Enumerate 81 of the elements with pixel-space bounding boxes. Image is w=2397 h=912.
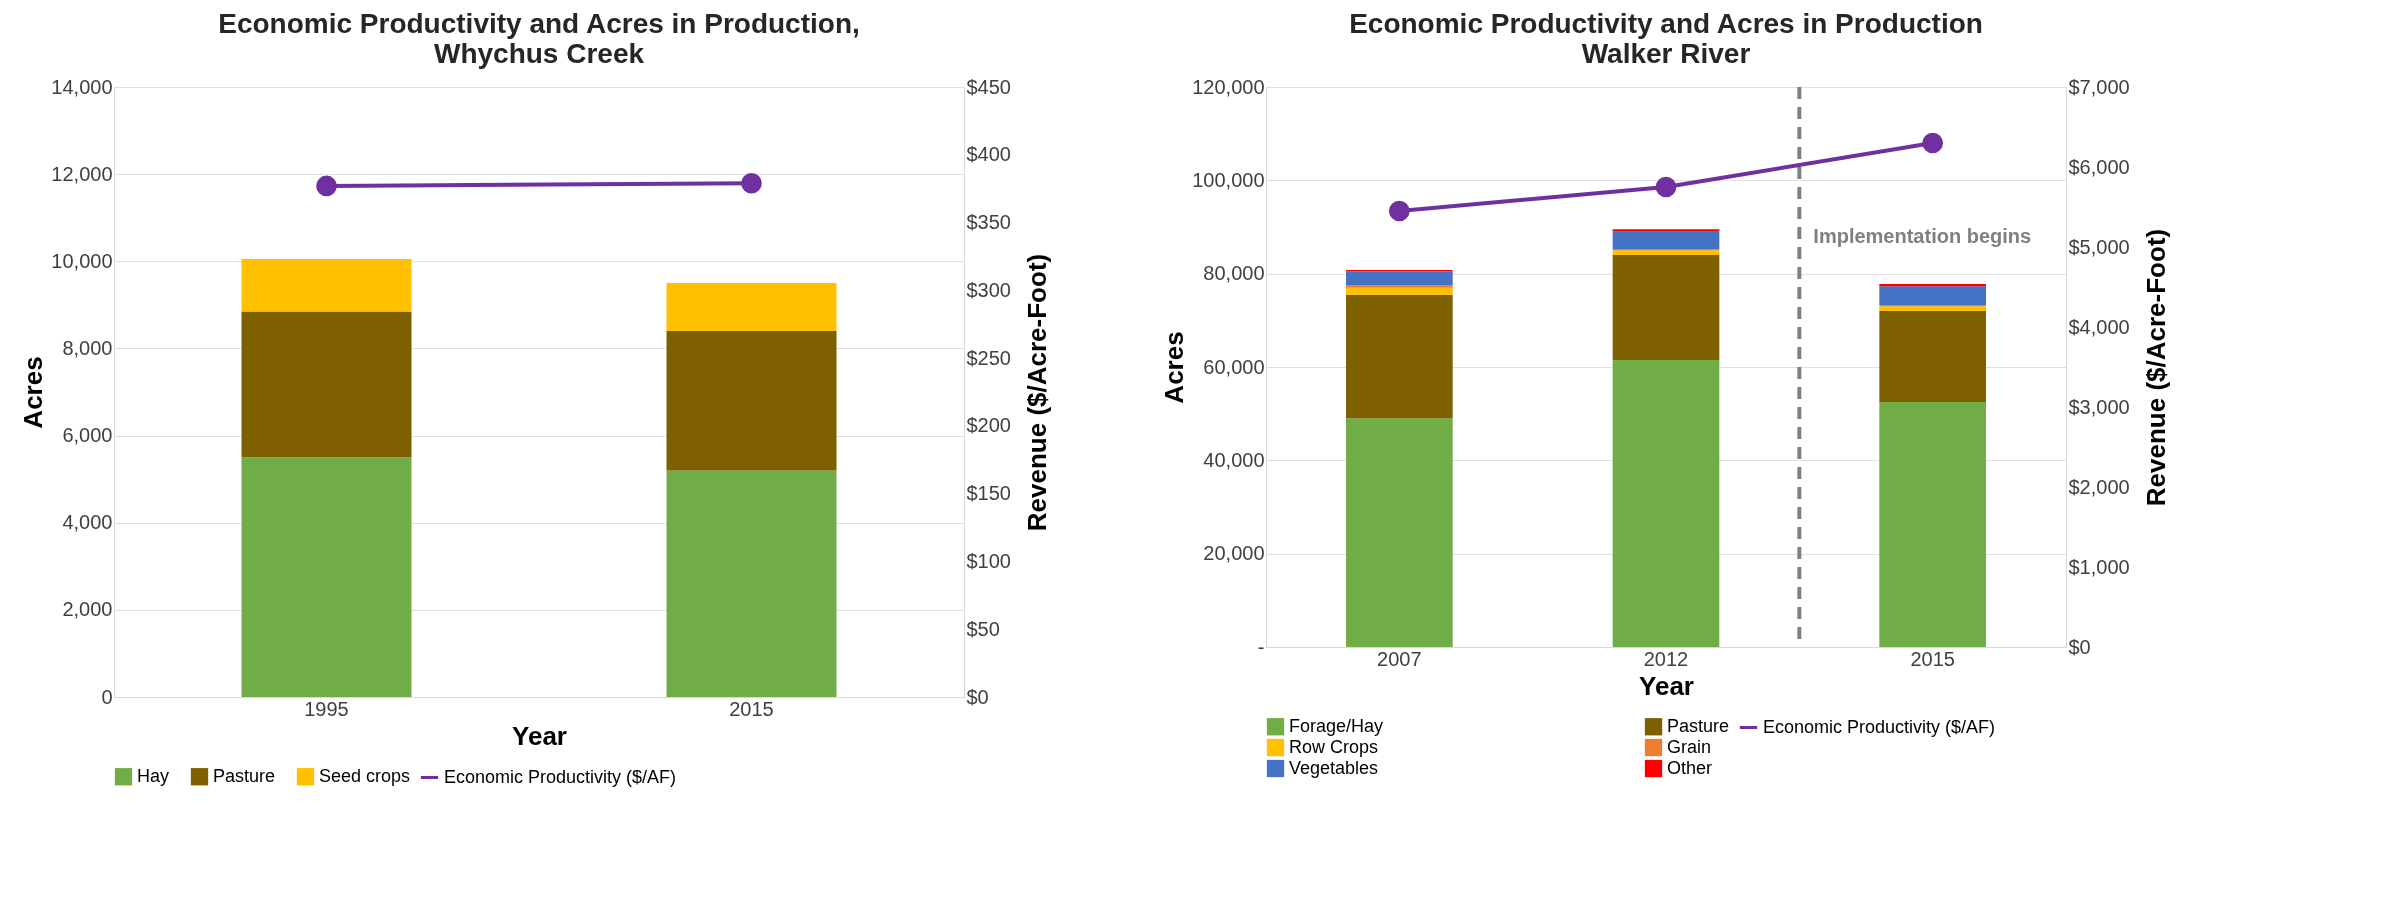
legend-label: Row Crops bbox=[1289, 736, 1379, 757]
x-tick-label: 2012 bbox=[1643, 647, 1689, 670]
bar bbox=[666, 470, 837, 697]
y2-tick-label: $7,000 bbox=[2068, 75, 2130, 98]
bar bbox=[1346, 287, 1453, 295]
y2-axis-title: Revenue ($/Acre-Foot) bbox=[2140, 228, 2171, 507]
chart-title: Economic Productivity and Acres in Production, Whychus Creek bbox=[218, 8, 860, 69]
y-tick-label: - bbox=[1257, 635, 1265, 658]
y-tick-label: 60,000 bbox=[1203, 355, 1265, 378]
y2-tick-label: $350 bbox=[966, 211, 1011, 234]
y-tick-label: 100,000 bbox=[1192, 168, 1265, 191]
bar bbox=[666, 331, 837, 471]
y-tick-label: 0 bbox=[101, 685, 113, 708]
bar bbox=[666, 283, 837, 331]
y2-tick-label: $50 bbox=[966, 617, 1000, 640]
y-tick-label: 4,000 bbox=[62, 511, 113, 534]
bar bbox=[1612, 255, 1720, 360]
bar bbox=[241, 457, 412, 697]
y-axis-title: Acres bbox=[1159, 331, 1190, 404]
y2-tick-label: $200 bbox=[966, 414, 1011, 437]
y2-tick-label: $3,000 bbox=[2068, 395, 2130, 418]
y2-tick-label: $100 bbox=[966, 549, 1011, 572]
y2-tick-label: $400 bbox=[966, 143, 1011, 166]
x-axis-title: Year bbox=[1639, 670, 1694, 701]
legend-label: Pasture bbox=[213, 765, 276, 786]
bar bbox=[1346, 285, 1453, 288]
chart-title: Economic Productivity and Acres in Production Walker River bbox=[1349, 8, 1983, 69]
point bbox=[1655, 176, 1677, 198]
y2-tick-label: $6,000 bbox=[2068, 155, 2130, 178]
y2-tick-label: $0 bbox=[2068, 635, 2091, 658]
y2-tick-label: $2,000 bbox=[2068, 475, 2130, 498]
legend-label: Seed crops bbox=[319, 765, 411, 786]
point bbox=[1922, 132, 1944, 154]
legend-label: Grain bbox=[1667, 736, 1712, 757]
legend-label: Economic Productivity ($/AF) bbox=[444, 766, 677, 787]
bar bbox=[1612, 250, 1720, 255]
bar bbox=[1879, 306, 1986, 311]
y2-tick-label: $0 bbox=[966, 685, 989, 708]
legend-label: Other bbox=[1667, 757, 1713, 778]
y2-axis-title: Revenue ($/Acre-Foot) bbox=[1021, 253, 1052, 532]
y2-tick-label: $300 bbox=[966, 278, 1011, 301]
legend-label: Economic Productivity ($/AF) bbox=[1763, 716, 1996, 737]
y-tick-label: 14,000 bbox=[51, 75, 113, 98]
y-tick-label: 120,000 bbox=[1192, 75, 1265, 98]
bar bbox=[1612, 360, 1720, 647]
y2-tick-label: $1,000 bbox=[2068, 555, 2130, 578]
bar bbox=[1879, 286, 1986, 305]
bar bbox=[241, 259, 412, 312]
x-tick-label: 1995 bbox=[304, 697, 349, 720]
y-tick-label: 12,000 bbox=[51, 162, 113, 185]
y-tick-label: 10,000 bbox=[51, 249, 113, 272]
y-axis-title: Acres bbox=[18, 356, 49, 429]
x-axis-title: Year bbox=[512, 720, 567, 751]
x-tick-label: 2015 bbox=[729, 697, 774, 720]
point bbox=[1388, 200, 1410, 222]
x-tick-label: 2015 bbox=[1910, 647, 1955, 670]
y-tick-label: 8,000 bbox=[62, 336, 113, 359]
bar bbox=[1612, 229, 1720, 232]
y-tick-label: 2,000 bbox=[62, 598, 113, 621]
y2-tick-label: $450 bbox=[966, 75, 1011, 98]
bar bbox=[1612, 231, 1720, 249]
ref-line-label: Implementation begins bbox=[1813, 225, 2032, 247]
bar bbox=[1879, 402, 1986, 647]
legend-label: Hay bbox=[137, 765, 170, 786]
bar bbox=[241, 311, 412, 458]
legend-label: Pasture bbox=[1667, 715, 1730, 736]
y2-tick-label: $150 bbox=[966, 482, 1011, 505]
y2-tick-label: $4,000 bbox=[2068, 315, 2130, 338]
y-tick-label: 6,000 bbox=[62, 424, 113, 447]
y-tick-label: 80,000 bbox=[1203, 262, 1265, 285]
bar bbox=[1346, 294, 1453, 419]
bar bbox=[1346, 418, 1453, 647]
y-tick-label: 20,000 bbox=[1203, 542, 1265, 565]
bar bbox=[1879, 311, 1986, 402]
legend-label: Vegetables bbox=[1289, 757, 1379, 778]
y2-tick-label: $5,000 bbox=[2068, 235, 2130, 258]
x-tick-label: 2007 bbox=[1377, 647, 1422, 670]
y-tick-label: 40,000 bbox=[1203, 448, 1265, 471]
bar bbox=[1346, 271, 1453, 286]
y2-tick-label: $250 bbox=[966, 346, 1011, 369]
legend-label: Forage/Hay bbox=[1289, 715, 1384, 736]
